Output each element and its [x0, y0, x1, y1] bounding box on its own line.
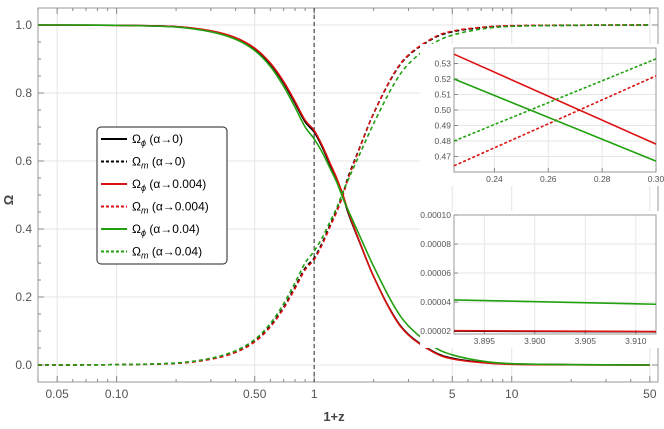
x-tick-label: 1 — [311, 387, 318, 401]
inset-series-line-3 — [453, 58, 657, 142]
x-axis-label: 1+z — [323, 409, 345, 424]
series-line-4 — [37, 24, 650, 366]
x-tick-label: 50 — [643, 387, 657, 401]
y-axis-label: Ω — [1, 195, 16, 205]
inset-y-tick-label: 0.52 — [434, 74, 451, 84]
inset-background — [420, 211, 662, 348]
inset-y-tick-label: 0.50 — [434, 105, 451, 115]
inset-y-tick-label: 0.00004 — [420, 297, 451, 307]
legend-label: Ωϕ (α→0) — [132, 132, 183, 148]
y-tick-label: 0.6 — [15, 154, 32, 168]
inset-bottom-right: 3.895 3.900 3.905 3.910 0.00002 0.00004 0.0000… — [420, 210, 662, 348]
legend-label: Ωm (α→0.04) — [132, 245, 202, 261]
x-tick-label: 5 — [449, 387, 456, 401]
legend-label: Ωϕ (α→0.04) — [132, 222, 200, 238]
y-tick-label: 0.0 — [15, 358, 32, 372]
y-tick-label: 0.8 — [15, 86, 32, 100]
inset-frame — [453, 214, 657, 335]
series-line-2 — [37, 24, 650, 366]
inset-y-tick-label: 0.00002 — [420, 326, 451, 336]
main-series — [37, 24, 650, 366]
inset-top-right: 0.24 0.26 0.28 0.30 0.47 0.48 0.49 0.50 0.51 0.52… — [420, 44, 664, 186]
series-line-5 — [37, 24, 650, 366]
inset-y-tick-label: 0.00008 — [420, 239, 451, 249]
y-tick-label: 0.4 — [15, 222, 32, 236]
inset-y-tick-label: 0.48 — [434, 136, 451, 146]
legend: Ωϕ (α→0) Ωm (α→0) Ωϕ (α→0.004) Ωm (α→0.004)… — [96, 126, 228, 265]
inset-series-line-0 — [453, 53, 657, 145]
inset-y-tick-label: 0.47 — [434, 152, 451, 162]
inset-x-tick-label: 3.910 — [625, 336, 647, 346]
x-tick-label: 0.50 — [243, 387, 267, 401]
inset-x-tick-label: 0.30 — [648, 174, 664, 184]
x-tick-label: 0.05 — [45, 387, 69, 401]
inset-x-tick-label: 3.895 — [474, 336, 496, 346]
inset-series-line-2 — [453, 299, 657, 306]
inset-y-tick-label: 0.49 — [434, 121, 451, 131]
main-ticks: 0.05 0.10 0.50 1 5 10 50 0.0 0.2 0.4 0.6 0.8 1.0 — [15, 8, 658, 401]
inset-y-tick-label: 0.00010 — [420, 210, 451, 220]
inset-x-tick-label: 0.28 — [594, 174, 611, 184]
inset-y-tick-label: 0.51 — [434, 90, 451, 100]
legend-label: Ωϕ (α→0.004) — [132, 177, 206, 193]
x-tick-label: 0.10 — [105, 387, 129, 401]
inset-x-tick-label: 0.24 — [486, 174, 503, 184]
inset-x-tick-label: 3.900 — [524, 336, 546, 346]
x-tick-label: 10 — [505, 387, 519, 401]
y-tick-label: 0.2 — [15, 290, 32, 304]
inset-x-tick-label: 0.26 — [540, 174, 557, 184]
legend-label: Ωm (α→0.004) — [132, 200, 209, 216]
inset-x-tick-label: 3.905 — [575, 336, 597, 346]
y-tick-label: 1.0 — [15, 18, 32, 32]
inset-y-tick-label: 0.00006 — [420, 268, 451, 278]
legend-label: Ωm (α→0) — [132, 155, 185, 171]
legend-box — [96, 126, 228, 265]
inset-series-line-1 — [453, 329, 657, 333]
series-line-3 — [37, 24, 650, 366]
inset-series-line-2 — [453, 78, 657, 162]
inset-y-tick-label: 0.53 — [434, 59, 451, 69]
